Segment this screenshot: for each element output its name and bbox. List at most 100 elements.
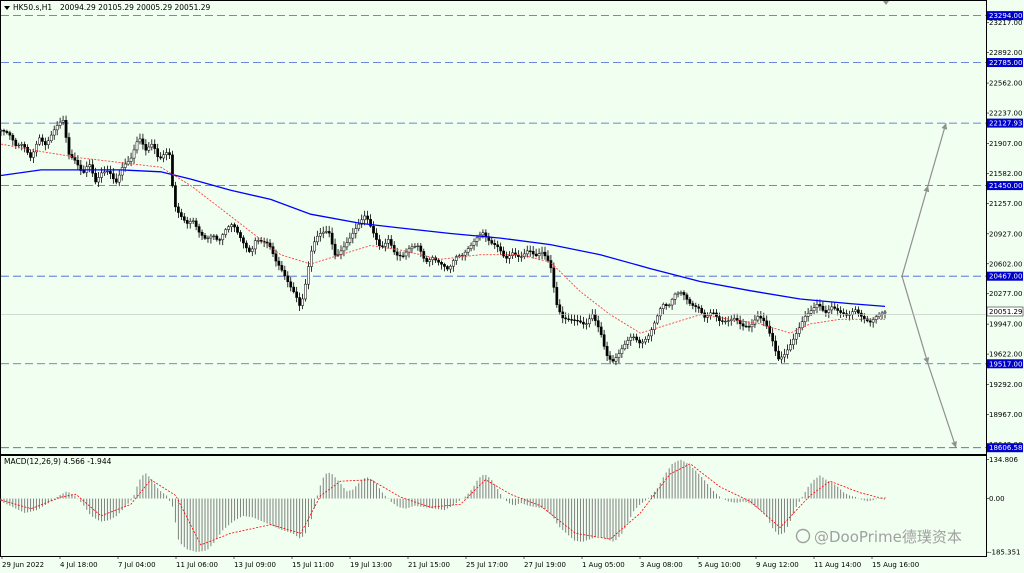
- candle: [381, 241, 384, 249]
- price-tick-label: 21257.00: [989, 200, 1022, 208]
- candle: [203, 232, 207, 240]
- candle: [466, 246, 470, 256]
- candle: [768, 320, 772, 337]
- candle-body: [555, 287, 559, 305]
- candle: [215, 234, 219, 242]
- candle: [830, 302, 834, 314]
- price-tick-label: 19622.00: [989, 351, 1022, 359]
- candle-body: [378, 239, 381, 247]
- candle-body: [472, 241, 476, 246]
- level-label-bg: [987, 271, 1023, 281]
- candle-body: [789, 344, 792, 351]
- candle-body: [534, 253, 538, 257]
- candle: [265, 238, 269, 249]
- candle-body: [481, 232, 485, 236]
- candle-body: [818, 304, 822, 307]
- candle: [61, 115, 65, 126]
- candle-body: [836, 308, 840, 311]
- candle: [375, 228, 378, 246]
- candle: [774, 335, 777, 356]
- candle-body: [114, 178, 118, 183]
- candle: [194, 217, 198, 231]
- candle: [451, 258, 455, 272]
- candle-body: [363, 215, 367, 221]
- projection-arrow-line: [901, 122, 947, 277]
- candle: [286, 271, 290, 288]
- candle-body: [369, 219, 372, 227]
- candle-body: [593, 314, 597, 321]
- price-tick-label: 19947.00: [989, 321, 1022, 329]
- candle: [786, 344, 789, 359]
- candle: [114, 173, 118, 185]
- candle-body: [517, 254, 520, 257]
- candle-body: [17, 144, 21, 147]
- candle: [700, 305, 704, 315]
- candle-body: [676, 292, 680, 295]
- macd-signal-line: [0, 463, 886, 546]
- price-tick-label: 20277.00: [989, 290, 1022, 298]
- candle: [162, 150, 165, 163]
- candle: [641, 338, 644, 349]
- candle-body: [298, 297, 301, 306]
- level-label-bg: [987, 11, 1023, 21]
- candle: [857, 306, 860, 317]
- candle: [629, 333, 633, 346]
- candle: [573, 314, 576, 326]
- candle-body: [723, 320, 727, 323]
- candle: [585, 318, 588, 330]
- candle: [135, 136, 139, 154]
- candle: [726, 316, 730, 327]
- candle-body: [791, 338, 795, 345]
- candle-body: [694, 305, 698, 308]
- candle: [839, 306, 843, 318]
- candle-body: [126, 161, 130, 165]
- time-tick-label: 19 Jul 13:00: [350, 561, 392, 569]
- candle-body: [502, 250, 505, 257]
- candle: [310, 245, 313, 272]
- candle-body: [103, 171, 106, 174]
- candle-body: [413, 246, 417, 248]
- candle: [366, 210, 369, 224]
- level-label: 18606.58: [989, 444, 1022, 452]
- candle: [514, 248, 517, 258]
- level-label: 22785.00: [989, 59, 1022, 67]
- candle-body: [531, 251, 535, 255]
- price-tick-label: 21582.00: [989, 170, 1022, 178]
- candle-body: [150, 143, 154, 148]
- candle-body: [484, 232, 488, 237]
- candle-body: [874, 316, 878, 320]
- candle: [827, 305, 831, 319]
- scroll-right-icon[interactable]: [883, 1, 889, 5]
- candle: [440, 260, 443, 270]
- chart-menu-triangle-icon[interactable]: [4, 6, 10, 10]
- candle: [147, 142, 151, 153]
- candle: [0, 128, 3, 136]
- candle-body: [26, 146, 29, 153]
- candle: [635, 333, 639, 343]
- candle-body: [567, 318, 571, 320]
- candle-body: [295, 291, 299, 298]
- candle-body: [466, 248, 470, 253]
- candle: [159, 152, 163, 160]
- candle-body: [321, 231, 325, 234]
- candle: [694, 302, 698, 313]
- candle-body: [857, 309, 860, 314]
- candle: [721, 316, 724, 325]
- candle-body: [236, 226, 239, 233]
- candle-body: [416, 245, 420, 247]
- candle: [794, 328, 798, 345]
- candle-body: [469, 244, 473, 249]
- price-tick-label: 22562.00: [989, 80, 1022, 88]
- candle: [262, 237, 266, 248]
- candle: [422, 248, 426, 263]
- candle: [55, 121, 59, 136]
- candle-body: [431, 257, 435, 261]
- candle-body: [292, 286, 296, 293]
- candle-body: [783, 354, 786, 358]
- candle: [64, 115, 68, 143]
- price-tick-label: 19292.00: [989, 381, 1022, 389]
- candle-body: [141, 138, 145, 145]
- candle: [851, 307, 854, 320]
- candle-body: [883, 311, 887, 314]
- candle-body: [218, 239, 222, 241]
